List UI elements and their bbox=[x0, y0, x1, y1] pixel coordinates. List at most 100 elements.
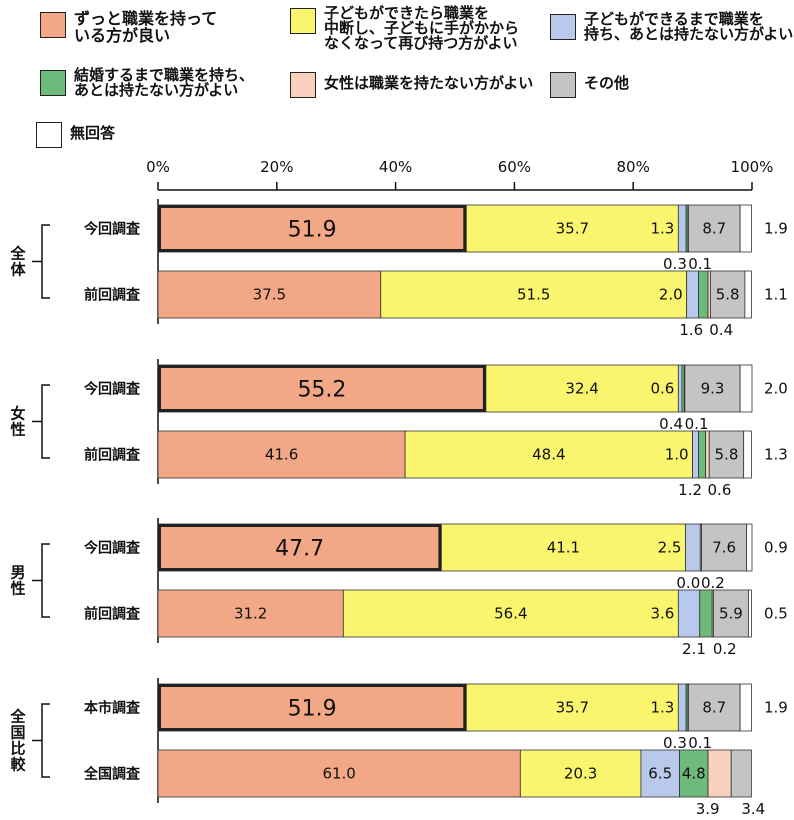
data-label: 1.0 bbox=[665, 446, 689, 464]
group-label-char: 国 bbox=[10, 724, 25, 742]
data-label: 5.9 bbox=[719, 605, 743, 623]
data-label: 32.4 bbox=[565, 380, 598, 398]
row-label: 前回調査 bbox=[84, 606, 141, 623]
bar-segment bbox=[688, 204, 741, 253]
data-label: 1.3 bbox=[764, 446, 788, 464]
data-label: 51.9 bbox=[288, 697, 337, 722]
data-label: 35.7 bbox=[556, 220, 589, 238]
bar-segment bbox=[701, 523, 748, 572]
data-label-below: 0.6 bbox=[708, 481, 732, 499]
bar-segment bbox=[743, 430, 752, 479]
row-label: 今回調査 bbox=[83, 381, 141, 398]
group-label-char: 男 bbox=[10, 564, 25, 582]
data-label: 41.6 bbox=[265, 446, 298, 464]
bar-segment bbox=[157, 430, 406, 479]
bar-segment bbox=[739, 683, 752, 732]
bar-segment bbox=[677, 683, 687, 732]
group-label-char: 較 bbox=[10, 756, 26, 774]
data-label: 8.7 bbox=[702, 699, 726, 717]
bar-segment bbox=[739, 364, 753, 413]
group-bracket bbox=[41, 224, 50, 299]
data-label: 0.6 bbox=[650, 380, 674, 398]
data-label: 31.2 bbox=[234, 605, 267, 623]
bar-segment bbox=[404, 430, 694, 479]
data-label: 2.0 bbox=[659, 286, 683, 304]
data-label-below: 2.1 bbox=[682, 640, 706, 658]
highlight-frame bbox=[158, 684, 467, 731]
bar-segment bbox=[685, 523, 701, 572]
data-label: 3.6 bbox=[650, 605, 674, 623]
row-label: 全国調査 bbox=[83, 766, 141, 783]
legend-item-until-marriage: 結婚するまで職業を持ち、 あとは持たない方がよい bbox=[40, 68, 254, 98]
data-label-below: 0.2 bbox=[701, 574, 725, 592]
data-label: 20.3 bbox=[564, 765, 597, 783]
data-label: 55.2 bbox=[297, 378, 346, 403]
group-label-char: 女 bbox=[10, 405, 25, 423]
legend-label: 子どもができるまで職業を 持ち、あとは持たない方がよい bbox=[584, 10, 794, 43]
bar-segment bbox=[342, 589, 679, 638]
data-label: 7.6 bbox=[712, 539, 736, 557]
data-label-below: 0.1 bbox=[688, 255, 712, 273]
data-label: 48.4 bbox=[532, 446, 565, 464]
data-label: 51.5 bbox=[517, 286, 550, 304]
legend-swatch bbox=[550, 72, 576, 98]
bar-segment bbox=[698, 430, 707, 479]
row-label: 今回調査 bbox=[83, 540, 141, 557]
group-bracket bbox=[41, 703, 50, 778]
data-label-below: 0.4 bbox=[709, 321, 733, 339]
legend-item-interrupt-resume: 子どもができたら職業を 中断し、子どもに手がかから なくなって再び持つ方がよい bbox=[290, 6, 519, 51]
data-label: 9.3 bbox=[701, 380, 725, 398]
bar-segment bbox=[748, 589, 752, 638]
data-label: 1.3 bbox=[650, 699, 674, 717]
bar-segment bbox=[730, 749, 752, 798]
bar-segment bbox=[739, 204, 752, 253]
group-label-char: 性 bbox=[10, 580, 25, 598]
data-label: 4.8 bbox=[682, 765, 706, 783]
highlight-frame bbox=[158, 524, 442, 571]
bar-segment bbox=[712, 589, 749, 638]
row-label: 前回調査 bbox=[84, 287, 141, 304]
row-label: 今回調査 bbox=[83, 221, 141, 238]
group-label-char: 全 bbox=[9, 708, 26, 726]
data-label: 37.5 bbox=[253, 286, 286, 304]
data-label: 61.0 bbox=[322, 765, 355, 783]
data-label-below: 3.9 bbox=[696, 800, 720, 818]
bar-segment bbox=[380, 270, 688, 319]
legend-swatch bbox=[36, 122, 62, 148]
bar-segment bbox=[677, 589, 701, 638]
bar-segment bbox=[744, 270, 752, 319]
data-label: 51.9 bbox=[288, 218, 337, 243]
legend-label: 結婚するまで職業を持ち、 あとは持たない方がよい bbox=[74, 66, 255, 99]
x-tick-label: 100% bbox=[731, 158, 774, 176]
data-label: 5.8 bbox=[715, 446, 739, 464]
x-tick-label: 20% bbox=[260, 158, 293, 176]
data-label: 41.1 bbox=[547, 539, 580, 557]
legend-item-until-child: 子どもができるまで職業を 持ち、あとは持たない方がよい bbox=[550, 12, 793, 42]
bar-segment bbox=[157, 523, 442, 572]
bar-segment bbox=[440, 523, 686, 572]
highlight-frame bbox=[158, 205, 467, 252]
data-label: 35.7 bbox=[556, 699, 589, 717]
x-tick-label: 80% bbox=[617, 158, 650, 176]
bar-segment bbox=[686, 270, 699, 319]
highlight-frame bbox=[158, 365, 486, 412]
x-tick-label: 60% bbox=[498, 158, 531, 176]
data-label-below: 0.1 bbox=[685, 415, 709, 433]
data-label-below: 0.3 bbox=[663, 255, 687, 273]
data-label: 56.4 bbox=[494, 605, 527, 623]
data-label-below: 0.2 bbox=[713, 640, 737, 658]
bar-segment bbox=[710, 270, 746, 319]
legend-swatch bbox=[550, 14, 576, 40]
data-label: 1.3 bbox=[650, 220, 674, 238]
row-label: 前回調査 bbox=[84, 447, 141, 464]
x-tick-label: 40% bbox=[379, 158, 412, 176]
data-label: 8.7 bbox=[702, 220, 726, 238]
legend-label: ずっと職業を持って いる方が良い bbox=[74, 9, 218, 45]
data-label: 2.5 bbox=[658, 539, 682, 557]
group-label-char: 体 bbox=[10, 261, 26, 279]
bar-segment bbox=[677, 204, 687, 253]
group-label-char: 性 bbox=[10, 421, 25, 439]
bar-segment bbox=[157, 204, 467, 253]
data-label: 1.1 bbox=[764, 286, 788, 304]
